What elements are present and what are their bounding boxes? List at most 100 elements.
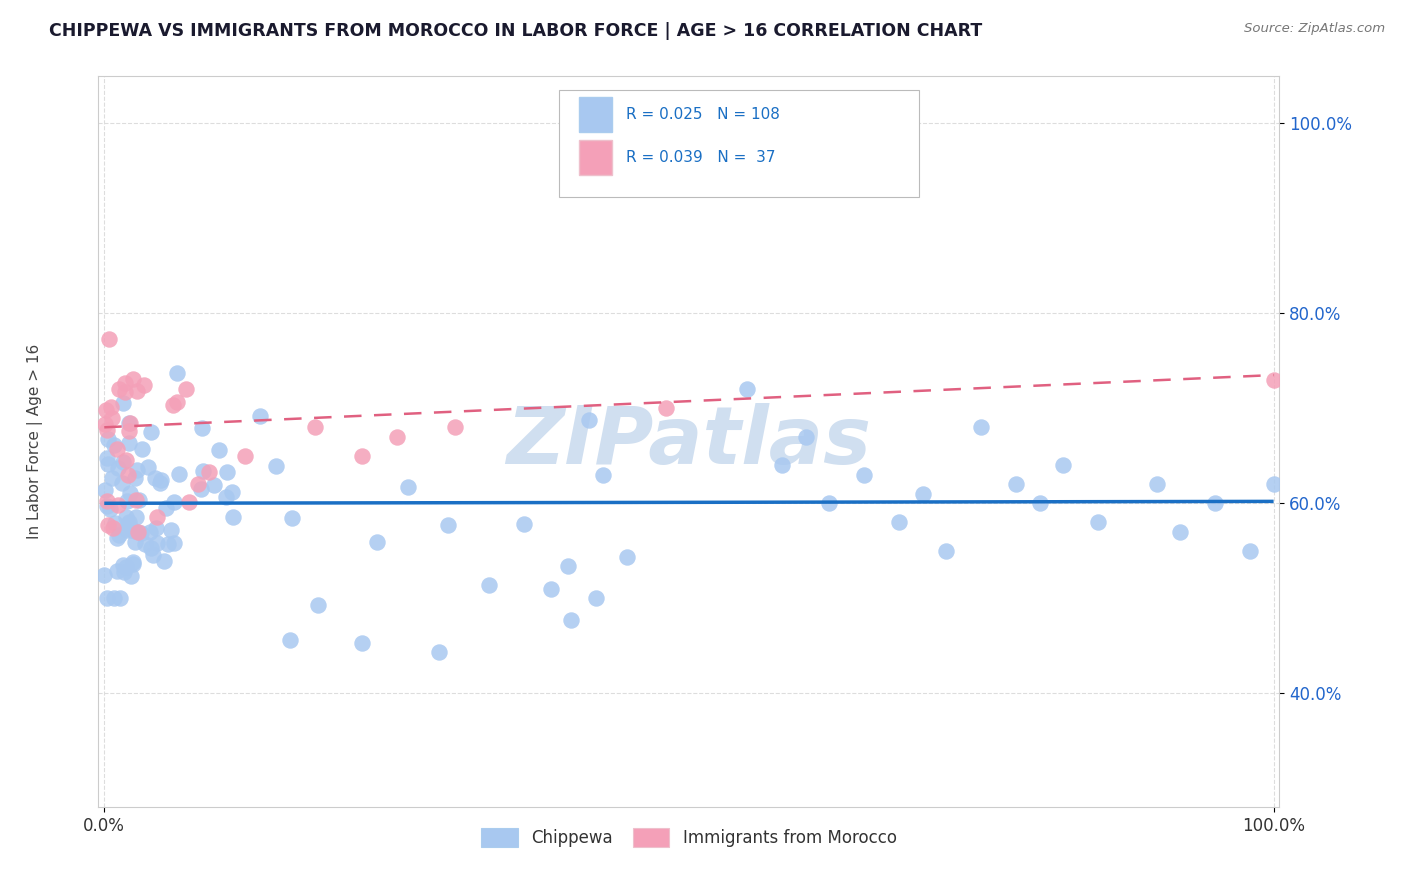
Point	[249, 409, 271, 423]
Point	[101, 520, 124, 534]
Point	[166, 395, 188, 409]
Point	[155, 501, 177, 516]
Point	[139, 541, 162, 555]
Point	[191, 463, 214, 477]
Point	[128, 493, 150, 508]
Point	[174, 382, 197, 396]
Point	[1052, 458, 1074, 473]
Point	[115, 510, 138, 524]
Point	[853, 467, 876, 482]
Point	[112, 566, 135, 580]
Point	[818, 496, 841, 510]
Point	[160, 523, 183, 537]
Point	[125, 384, 148, 399]
Point	[1087, 516, 1109, 530]
Point	[187, 477, 209, 491]
Point	[1168, 524, 1191, 539]
Point	[112, 396, 135, 410]
Point	[125, 492, 148, 507]
Point	[125, 463, 148, 477]
Point	[111, 476, 134, 491]
Point	[112, 558, 135, 572]
Point	[794, 430, 817, 444]
Point	[96, 493, 118, 508]
Point	[560, 613, 582, 627]
Point	[134, 537, 156, 551]
Point	[1263, 373, 1285, 387]
Point	[103, 438, 125, 452]
Point	[98, 332, 121, 346]
Point	[117, 468, 139, 483]
Point	[889, 516, 911, 530]
Legend: Chippewa, Immigrants from Morocco: Chippewa, Immigrants from Morocco	[474, 822, 904, 854]
Point	[118, 436, 141, 450]
Point	[120, 569, 142, 583]
Point	[105, 564, 128, 578]
Point	[145, 520, 167, 534]
Point	[1239, 543, 1261, 558]
Point	[585, 591, 607, 605]
Point	[150, 473, 173, 487]
Point	[103, 591, 125, 606]
Point	[121, 557, 143, 571]
Text: CHIPPEWA VS IMMIGRANTS FROM MOROCCO IN LABOR FORCE | AGE > 16 CORRELATION CHART: CHIPPEWA VS IMMIGRANTS FROM MOROCCO IN L…	[49, 22, 983, 40]
Point	[1029, 496, 1052, 510]
Point	[162, 536, 184, 550]
Point	[444, 420, 467, 434]
Point	[107, 461, 129, 475]
Point	[97, 457, 120, 471]
Point	[772, 458, 794, 473]
Point	[125, 509, 148, 524]
Point	[146, 536, 169, 550]
Point	[118, 416, 141, 430]
Point	[179, 495, 201, 509]
Point	[105, 442, 128, 456]
Point	[1146, 477, 1168, 491]
Point	[385, 430, 408, 444]
Point	[166, 366, 188, 380]
Point	[478, 578, 501, 592]
Point	[108, 591, 131, 606]
Point	[143, 471, 166, 485]
Point	[935, 543, 957, 558]
Point	[148, 476, 170, 491]
Point	[115, 452, 138, 467]
Point	[108, 528, 131, 542]
Point	[94, 483, 117, 497]
Point	[352, 635, 374, 649]
Point	[191, 421, 214, 435]
Point	[124, 534, 146, 549]
Point	[127, 524, 149, 539]
Point	[911, 487, 934, 501]
Point	[221, 484, 243, 499]
Text: Source: ZipAtlas.com: Source: ZipAtlas.com	[1244, 22, 1385, 36]
Point	[107, 498, 129, 512]
Point	[97, 517, 120, 532]
Point	[215, 465, 238, 479]
Point	[118, 515, 141, 529]
Point	[427, 645, 450, 659]
Point	[101, 471, 124, 485]
Point	[167, 467, 190, 481]
Point	[96, 423, 118, 437]
Point	[190, 482, 212, 496]
Point	[96, 499, 118, 513]
Text: R = 0.025   N = 108: R = 0.025 N = 108	[626, 106, 780, 121]
Point	[104, 516, 127, 530]
Point	[654, 401, 676, 416]
Point	[156, 536, 179, 550]
Point	[146, 509, 169, 524]
Point	[1005, 477, 1028, 491]
Point	[131, 442, 153, 456]
Point	[115, 524, 138, 538]
Point	[350, 449, 373, 463]
Point	[233, 449, 256, 463]
Point	[120, 416, 142, 430]
Point	[278, 632, 301, 647]
Point	[94, 417, 117, 431]
Point	[129, 525, 152, 540]
Point	[96, 591, 118, 606]
Point	[111, 455, 134, 469]
Y-axis label: In Labor Force | Age > 16: In Labor Force | Age > 16	[27, 344, 42, 539]
Point	[115, 494, 138, 508]
